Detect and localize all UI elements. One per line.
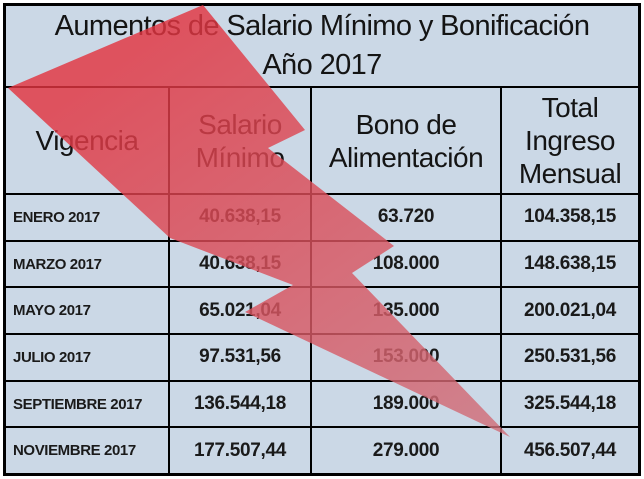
- header-vigencia: Vigencia: [6, 88, 170, 193]
- salario-minimo-cell: 177.507,44: [170, 428, 312, 474]
- table-header-row: Vigencia Salario Mínimo Bono de Alimenta…: [6, 88, 638, 195]
- table-row: MAYO 2017 65.021,04 135.000 200.021,04: [6, 288, 638, 336]
- vigencia-cell: JULIO 2017: [6, 335, 170, 380]
- vigencia-cell: SEPTIEMBRE 2017: [6, 381, 170, 427]
- page-title: Aumentos de Salario Mínimo y Bonificació…: [6, 6, 638, 88]
- total-cell: 456.507,44: [523, 439, 617, 461]
- total-cell: 104.358,15: [523, 206, 617, 228]
- title-line-1: Aumentos de Salario Mínimo y Bonificació…: [54, 10, 590, 42]
- salary-table: Vigencia Salario Mínimo Bono de Alimenta…: [6, 88, 638, 474]
- table-row: NOVIEMBRE 2017 177.507,44 279.000 456.50…: [6, 428, 638, 474]
- total-cell: 250.531,56: [523, 346, 617, 368]
- total-cell: 200.021,04: [523, 299, 617, 321]
- title-line-2: Año 2017: [262, 49, 382, 81]
- salario-minimo-cell: 97.531,56: [170, 335, 312, 380]
- salario-minimo-cell: 40.638,15: [170, 195, 312, 240]
- header-bono-alimentacion: Bono de Alimentación: [312, 88, 502, 193]
- total-cell: 325.544,18: [523, 393, 617, 415]
- header-salario-minimo: Salario Mínimo: [170, 88, 312, 193]
- table-row: SEPTIEMBRE 2017 136.544,18 189.000 325.5…: [6, 381, 638, 429]
- salario-minimo-cell: 136.544,18: [170, 381, 312, 427]
- salario-minimo-cell: 65.021,04: [170, 288, 312, 334]
- bono-cell: 153.000: [312, 335, 502, 380]
- vigencia-cell: MAYO 2017: [6, 288, 170, 334]
- header-total-ingreso: Total Ingreso Mensual: [518, 92, 622, 189]
- bono-cell: 189.000: [312, 381, 502, 427]
- table-board: Aumentos de Salario Mínimo y Bonificació…: [3, 3, 641, 476]
- bono-cell: 63.720: [312, 195, 502, 240]
- vigencia-cell: MARZO 2017: [6, 241, 170, 287]
- bono-cell: 279.000: [312, 428, 502, 474]
- table-row: ENERO 2017 40.638,15 63.720 104.358,15: [6, 195, 638, 242]
- table-row: MARZO 2017 40.638,15 108.000 148.638,15: [6, 241, 638, 289]
- bono-cell: 135.000: [312, 288, 502, 334]
- table-row: JULIO 2017 97.531,56 153.000 250.531,56: [6, 335, 638, 382]
- vigencia-cell: NOVIEMBRE 2017: [6, 428, 170, 474]
- total-cell: 148.638,15: [523, 253, 617, 274]
- bono-cell: 108.000: [312, 241, 502, 287]
- salario-minimo-cell: 40.638,15: [170, 241, 312, 287]
- vigencia-cell: ENERO 2017: [6, 195, 170, 240]
